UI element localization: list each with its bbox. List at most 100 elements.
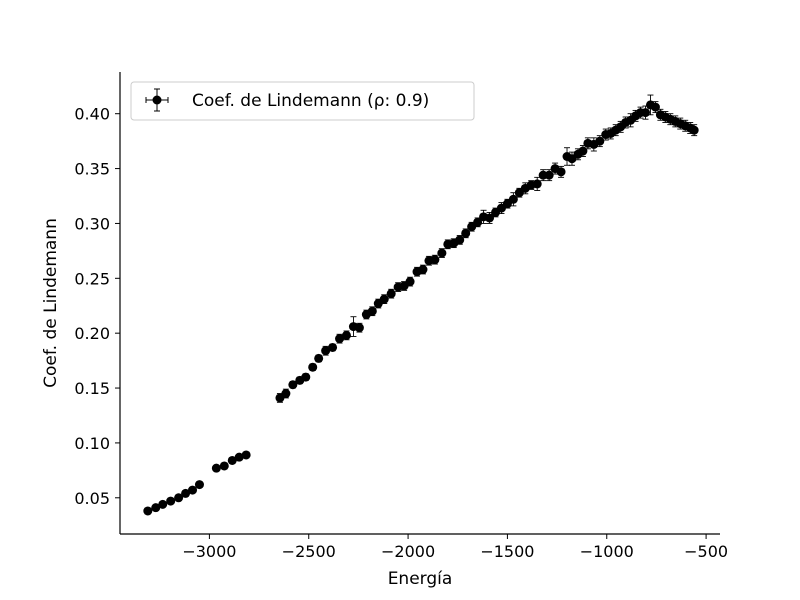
legend: Coef. de Lindemann (ρ: 0.9)	[130, 81, 475, 121]
data-point	[301, 372, 311, 382]
data-marker	[640, 108, 650, 118]
y-tick-label: 0.35	[74, 160, 110, 179]
data-marker	[219, 461, 229, 471]
data-point	[595, 135, 605, 148]
data-marker	[461, 228, 471, 238]
y-tick-label: 0.10	[74, 434, 110, 453]
data-point	[393, 282, 403, 292]
data-point	[166, 496, 176, 506]
data-point	[335, 333, 345, 344]
data-point	[151, 503, 161, 513]
data-point	[188, 485, 198, 495]
x-tick-label: −1000	[580, 542, 634, 561]
data-marker	[455, 235, 465, 245]
plot-area	[143, 94, 699, 516]
x-axis-label: Energía	[388, 569, 453, 589]
data-marker	[650, 102, 660, 112]
y-tick-label: 0.05	[74, 489, 110, 508]
data-point	[219, 461, 229, 471]
data-marker	[321, 346, 331, 356]
data-marker	[386, 289, 396, 299]
data-point	[689, 124, 699, 137]
data-marker	[158, 499, 168, 509]
data-point	[461, 228, 471, 239]
data-point	[556, 165, 566, 178]
data-marker	[281, 389, 291, 399]
data-marker	[335, 334, 345, 344]
x-tick-label: −500	[684, 542, 728, 561]
data-point	[437, 248, 447, 258]
legend-label: Coef. de Lindemann (ρ: 0.9)	[192, 91, 429, 111]
data-marks	[143, 94, 699, 516]
data-marker	[532, 179, 542, 189]
data-point	[241, 450, 251, 460]
data-marker	[328, 342, 338, 352]
data-marker	[578, 146, 588, 156]
data-marker	[485, 213, 495, 223]
data-marker	[194, 480, 204, 490]
y-tick-label: 0.25	[74, 269, 110, 288]
x-tick-label: −2000	[381, 542, 435, 561]
data-point	[508, 192, 518, 207]
data-point	[181, 488, 191, 498]
data-point	[227, 455, 237, 465]
y-tick-label: 0.30	[74, 214, 110, 233]
data-marker	[174, 493, 184, 503]
data-point	[308, 362, 318, 372]
data-point	[367, 306, 377, 317]
data-point	[418, 264, 428, 275]
data-marker	[405, 277, 415, 287]
data-point	[288, 380, 298, 390]
legend-frame	[130, 81, 475, 121]
data-marker	[241, 450, 251, 460]
data-marker	[430, 255, 440, 265]
data-marker	[288, 380, 298, 390]
data-point	[234, 452, 244, 462]
y-axis-label: Coef. de Lindemann	[41, 218, 61, 388]
x-axis-ticks: −3000 −2500 −2000 −1500 −1000 −500	[182, 534, 728, 561]
data-point	[158, 499, 168, 509]
data-point	[281, 388, 291, 399]
data-marker	[473, 217, 483, 227]
x-tick-label: −3000	[182, 542, 236, 561]
data-point	[473, 217, 483, 228]
data-marker	[166, 496, 176, 506]
data-point	[328, 342, 338, 352]
data-marker	[595, 136, 605, 146]
data-point	[455, 235, 465, 245]
data-marker	[227, 455, 237, 465]
x-tick-label: −2500	[282, 542, 336, 561]
data-point	[211, 463, 221, 473]
data-marker	[181, 488, 191, 498]
data-marker	[341, 330, 351, 340]
data-point	[143, 506, 153, 516]
data-marker	[508, 194, 518, 204]
data-marker	[308, 362, 318, 372]
y-tick-label: 0.40	[74, 105, 110, 124]
data-point	[194, 480, 204, 490]
data-point	[386, 288, 396, 299]
data-marker	[689, 125, 699, 135]
x-tick-label: −1500	[480, 542, 534, 561]
data-marker	[188, 485, 198, 495]
data-point	[341, 330, 351, 341]
data-marker	[544, 170, 554, 180]
data-marker	[301, 372, 311, 382]
data-marker	[234, 452, 244, 462]
data-point	[354, 322, 364, 333]
data-marker	[354, 323, 364, 333]
data-point	[174, 493, 184, 503]
data-marker	[418, 265, 428, 275]
data-marker	[211, 463, 221, 473]
data-marker	[437, 248, 447, 258]
data-point	[485, 212, 495, 224]
data-marker	[143, 506, 153, 516]
y-axis-ticks: 0.05 0.10 0.15 0.20 0.25 0.30 0.35 0.40	[74, 105, 120, 508]
data-point	[430, 254, 440, 265]
data-marker	[556, 167, 566, 177]
data-point	[379, 294, 389, 304]
data-marker	[379, 294, 389, 304]
y-tick-label: 0.15	[74, 379, 110, 398]
data-marker	[151, 503, 161, 513]
